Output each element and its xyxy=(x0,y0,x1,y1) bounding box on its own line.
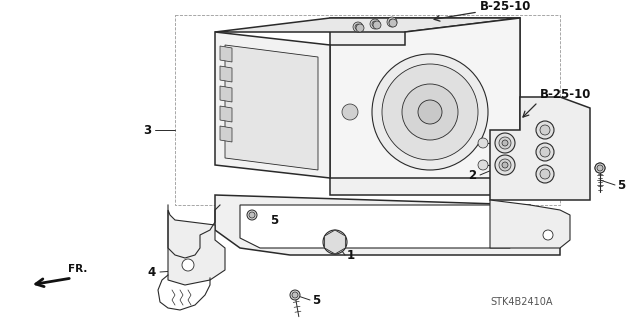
Polygon shape xyxy=(225,45,318,170)
Circle shape xyxy=(540,147,550,157)
Circle shape xyxy=(536,143,554,161)
Circle shape xyxy=(499,159,511,171)
Text: 2: 2 xyxy=(468,169,476,182)
Circle shape xyxy=(342,104,358,120)
Circle shape xyxy=(247,210,257,220)
Text: 4: 4 xyxy=(147,266,156,279)
Circle shape xyxy=(292,292,298,298)
Polygon shape xyxy=(220,86,232,102)
Text: 5: 5 xyxy=(312,294,320,307)
Circle shape xyxy=(495,133,515,153)
Circle shape xyxy=(373,21,381,29)
Circle shape xyxy=(372,21,378,27)
Circle shape xyxy=(418,100,442,124)
Circle shape xyxy=(540,169,550,179)
Circle shape xyxy=(502,162,508,168)
Circle shape xyxy=(249,212,255,218)
Text: 1: 1 xyxy=(347,249,355,262)
Circle shape xyxy=(353,22,363,32)
Text: STK4B2410A: STK4B2410A xyxy=(490,297,552,307)
Polygon shape xyxy=(220,126,232,142)
Circle shape xyxy=(370,19,380,29)
Circle shape xyxy=(355,24,361,30)
Text: B-25-10: B-25-10 xyxy=(540,88,591,101)
Polygon shape xyxy=(215,32,330,178)
Circle shape xyxy=(382,64,478,160)
Circle shape xyxy=(536,165,554,183)
Circle shape xyxy=(495,155,515,175)
Polygon shape xyxy=(215,18,520,32)
Polygon shape xyxy=(220,66,232,82)
Circle shape xyxy=(536,121,554,139)
Polygon shape xyxy=(490,97,590,200)
Circle shape xyxy=(502,140,508,146)
Text: 5: 5 xyxy=(270,214,278,227)
Polygon shape xyxy=(490,200,570,248)
Circle shape xyxy=(543,230,553,240)
Circle shape xyxy=(402,84,458,140)
Circle shape xyxy=(387,17,397,27)
Circle shape xyxy=(499,137,511,149)
Circle shape xyxy=(478,160,488,170)
Text: 5: 5 xyxy=(617,179,625,192)
Circle shape xyxy=(182,259,194,271)
Text: B-25-10: B-25-10 xyxy=(480,0,531,13)
Polygon shape xyxy=(220,46,232,62)
Circle shape xyxy=(372,54,488,170)
Circle shape xyxy=(389,19,397,27)
Polygon shape xyxy=(330,18,520,195)
Circle shape xyxy=(328,235,342,249)
Polygon shape xyxy=(324,230,346,254)
Circle shape xyxy=(540,125,550,135)
Circle shape xyxy=(597,165,603,171)
Polygon shape xyxy=(215,195,560,255)
Polygon shape xyxy=(240,205,510,248)
Polygon shape xyxy=(220,106,232,122)
Circle shape xyxy=(478,138,488,148)
Text: FR.: FR. xyxy=(68,264,88,274)
Circle shape xyxy=(323,230,347,254)
Polygon shape xyxy=(330,18,520,178)
Text: 3: 3 xyxy=(143,124,151,137)
Circle shape xyxy=(595,163,605,173)
Circle shape xyxy=(290,290,300,300)
Circle shape xyxy=(356,24,364,32)
Polygon shape xyxy=(168,210,225,285)
Circle shape xyxy=(595,163,605,173)
Circle shape xyxy=(389,19,395,25)
